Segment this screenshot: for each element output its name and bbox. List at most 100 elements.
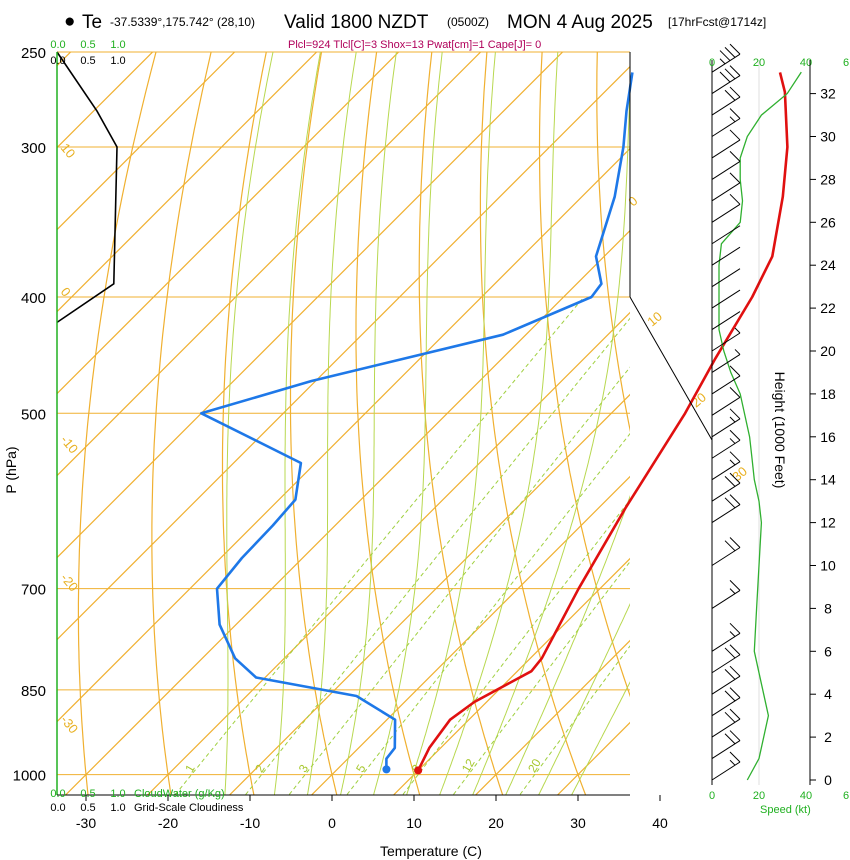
moist-adiabat <box>224 52 274 795</box>
mixing-ratio-label: 20 <box>525 756 544 775</box>
wind-barb-flag <box>729 193 741 205</box>
wind-barb-flag <box>729 644 741 656</box>
wind-barb-shaft <box>711 139 741 159</box>
cloudwater-label: CloudWater (g/Kg) <box>134 788 225 800</box>
wind-barb <box>711 108 741 137</box>
wind-barb <box>711 665 741 695</box>
y-tick-label: 400 <box>21 290 46 307</box>
dry-adiabat <box>355 52 421 795</box>
moist-adiabat <box>339 52 397 795</box>
y-axis-label: P (hPa) <box>3 446 19 493</box>
wind-barb <box>711 151 741 180</box>
wind-barb-flag <box>729 386 741 398</box>
height-tick-label: 12 <box>820 515 836 531</box>
x-tick-label: 20 <box>488 815 504 831</box>
wind-barb-shaft <box>711 246 741 266</box>
moist-adiabat <box>373 52 443 795</box>
wind-barb <box>711 65 741 95</box>
height-tick-label: 18 <box>820 386 836 402</box>
axes: -30 -20 -10 0 10 20 30 402503004005007008501000… <box>13 39 713 831</box>
wind-barb-flag <box>729 472 741 484</box>
wind-barb-half <box>729 631 736 637</box>
wind-barb <box>711 537 741 566</box>
wind-barb-flag <box>729 172 741 184</box>
wind-barb-shaft <box>711 203 741 223</box>
cloudiness-tick-top: 0.0 <box>50 55 65 67</box>
wind-barb <box>711 408 741 438</box>
wind-barb-shaft <box>711 182 741 202</box>
speed-tick-top: 0 <box>709 57 715 69</box>
cloudiness-line <box>56 51 118 324</box>
wind-barb <box>711 365 741 395</box>
x-tick-label: 10 <box>406 815 422 831</box>
dry-adiabat <box>289 52 338 795</box>
height-tick-label: 16 <box>820 429 836 445</box>
wind-barb-flag <box>724 669 736 680</box>
wind-barb <box>711 730 741 759</box>
wind-speed-line <box>718 71 802 781</box>
cloudiness-tick-top: 0.5 <box>80 55 95 67</box>
wind-barb <box>711 86 741 116</box>
wind-barb-shaft <box>711 311 741 330</box>
isotherm-line <box>57 147 630 723</box>
wind-barb-flag <box>729 408 741 420</box>
frame-slant-line <box>629 296 713 441</box>
x-tick-label: -10 <box>240 815 260 831</box>
wind-barb-shaft <box>711 718 741 738</box>
isotherm-line <box>392 557 630 795</box>
wind-barb-flag <box>729 708 741 720</box>
height-tick-label: 14 <box>820 472 836 488</box>
y-tick-label: 850 <box>21 683 46 700</box>
x-tick-label: -20 <box>158 815 178 831</box>
wind-barb-shaft <box>711 375 741 395</box>
plot-area <box>57 52 630 795</box>
temperature-line <box>417 72 789 771</box>
wind-barb-shaft <box>711 675 741 695</box>
wind-barb-flag <box>724 46 736 58</box>
wind-barb-shaft <box>711 96 741 116</box>
wind-barb-flag <box>729 429 741 441</box>
dry-adiabat <box>77 52 157 795</box>
wind-barb <box>711 327 741 352</box>
speed-tick-top: 40 <box>800 57 812 69</box>
wind-barb-flag <box>729 65 741 76</box>
location-label: -37.5339°,175.742° (28,10) <box>110 15 255 29</box>
y-tick-label: 250 <box>21 45 46 62</box>
height-tick-label: 20 <box>820 343 836 359</box>
wind-barb-shaft <box>711 354 741 373</box>
dry-adiabat <box>418 52 504 795</box>
utc-time: (0500Z) <box>447 15 489 29</box>
wind-barb-half <box>729 459 736 466</box>
wind-barb <box>711 172 741 202</box>
wind-barb-flag <box>724 475 736 487</box>
wind-barb-shaft <box>711 53 741 73</box>
isotherm-line <box>228 393 630 795</box>
wind-barb <box>711 268 741 288</box>
wind-barb-flag <box>729 537 741 548</box>
dry-adiabat <box>816 31 850 800</box>
height-tick-label: 22 <box>820 300 836 316</box>
wind-barb-flag <box>724 540 736 552</box>
x-axis-label: Temperature (C) <box>380 843 482 859</box>
moist-adiabat <box>472 74 630 795</box>
wind-barb-shaft <box>711 289 741 309</box>
height-tick-label: 32 <box>820 86 836 102</box>
wind-barb <box>711 429 741 459</box>
cloudwater-tick-bottom: 1.0 <box>110 788 125 800</box>
wind-barb-shaft <box>711 697 741 717</box>
wind-barb-shaft <box>711 396 741 416</box>
wind-barb-half <box>729 438 736 444</box>
wind-barb <box>711 687 741 717</box>
cloudiness-tick-bottom: 0.5 <box>80 802 95 814</box>
wind-barb <box>711 751 741 781</box>
speed-tick-bottom: 20 <box>753 790 765 802</box>
dry-adiabat <box>596 52 630 433</box>
wind-barb <box>711 386 741 416</box>
wind-barb-flag <box>729 730 741 741</box>
isotherm-line <box>57 52 236 231</box>
wind-barb <box>711 129 741 159</box>
cloudiness-tick-bottom: 0.0 <box>50 802 65 814</box>
wind-barb-half <box>729 116 736 123</box>
wind-panel: 0020204040660246810121416182022242628303… <box>709 43 849 802</box>
wind-barb-flag <box>729 687 741 699</box>
